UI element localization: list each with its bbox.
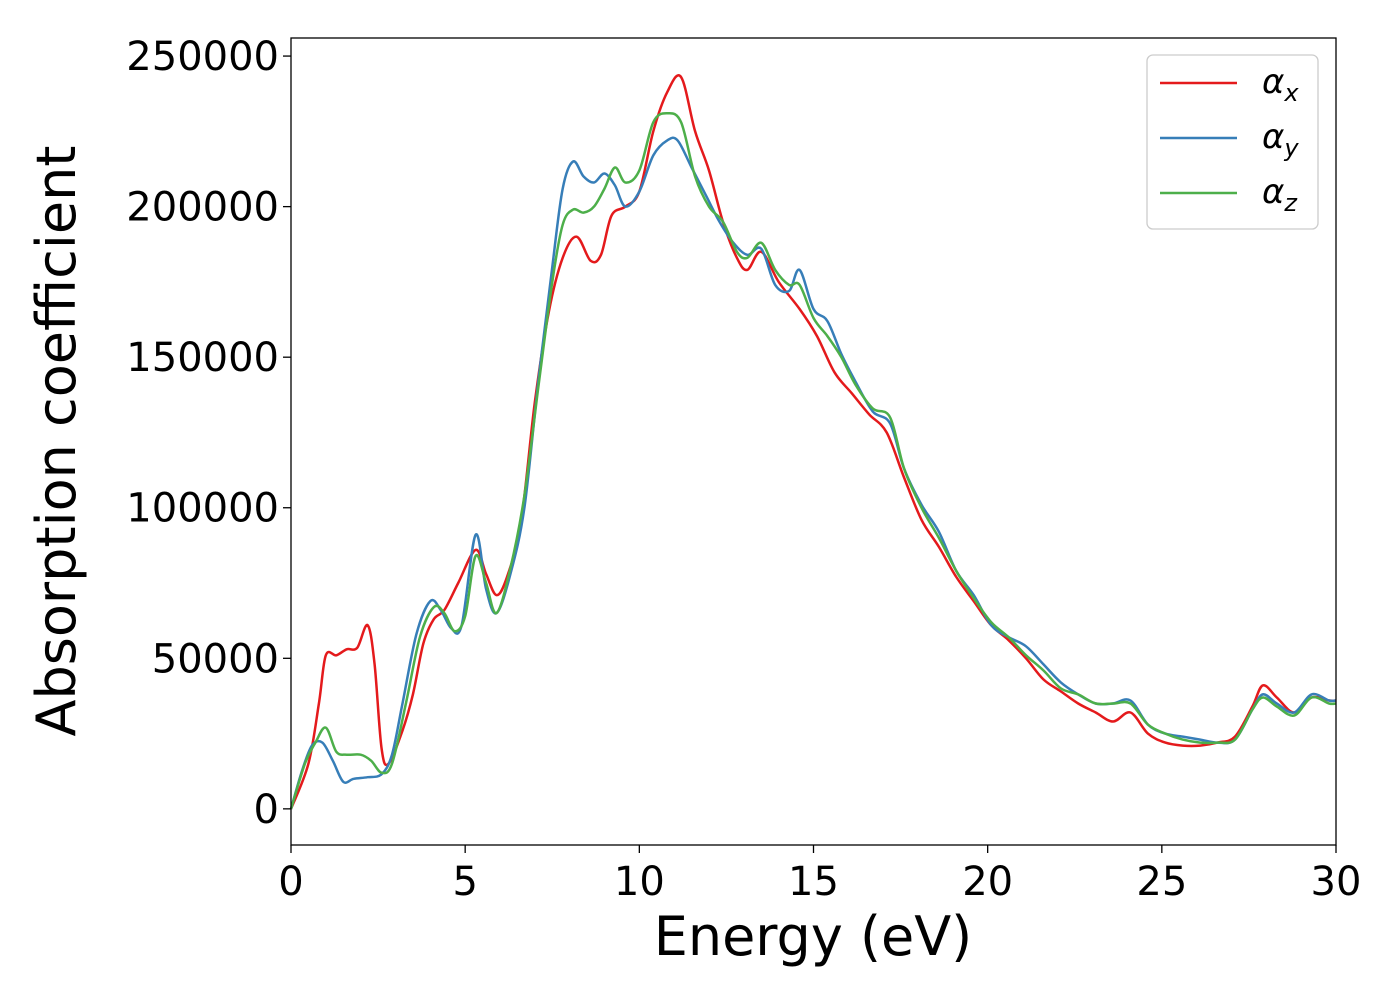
- legend-label-alpha-x: αx: [1262, 62, 1299, 107]
- x-tick-label: 30: [1311, 859, 1362, 905]
- x-tick-label: 5: [452, 859, 477, 905]
- series-line-alpha-y: [289, 136, 1337, 810]
- y-tick-label: 0: [254, 787, 279, 833]
- y-axis-title: Absorption coefficient: [25, 146, 88, 737]
- x-tick-label: 20: [962, 859, 1013, 905]
- y-tick-label: 50000: [152, 636, 279, 682]
- legend-label-alpha-z: αz: [1262, 172, 1298, 217]
- series-layer: [289, 74, 1337, 810]
- legend: αx αy αz: [1146, 54, 1319, 230]
- y-tick-label: 250000: [126, 34, 279, 80]
- x-axis-title: Energy (eV): [654, 905, 973, 968]
- y-tick-label: 200000: [126, 185, 279, 231]
- x-tick-label: 0: [278, 859, 303, 905]
- y-tick-label: 150000: [126, 335, 279, 381]
- legend-box: [1146, 54, 1319, 230]
- x-tick-label: 10: [614, 859, 665, 905]
- x-tick-label: 15: [788, 859, 839, 905]
- x-axis-ticks: 0 5 10 15 20 25 30: [278, 845, 1361, 905]
- x-tick-label: 25: [1136, 859, 1187, 905]
- legend-label-alpha-y: αy: [1262, 117, 1299, 162]
- y-axis-ticks: 0 50000 100000 150000 200000 250000: [126, 34, 291, 833]
- y-tick-label: 100000: [126, 486, 279, 532]
- series-line-alpha-z: [289, 111, 1337, 810]
